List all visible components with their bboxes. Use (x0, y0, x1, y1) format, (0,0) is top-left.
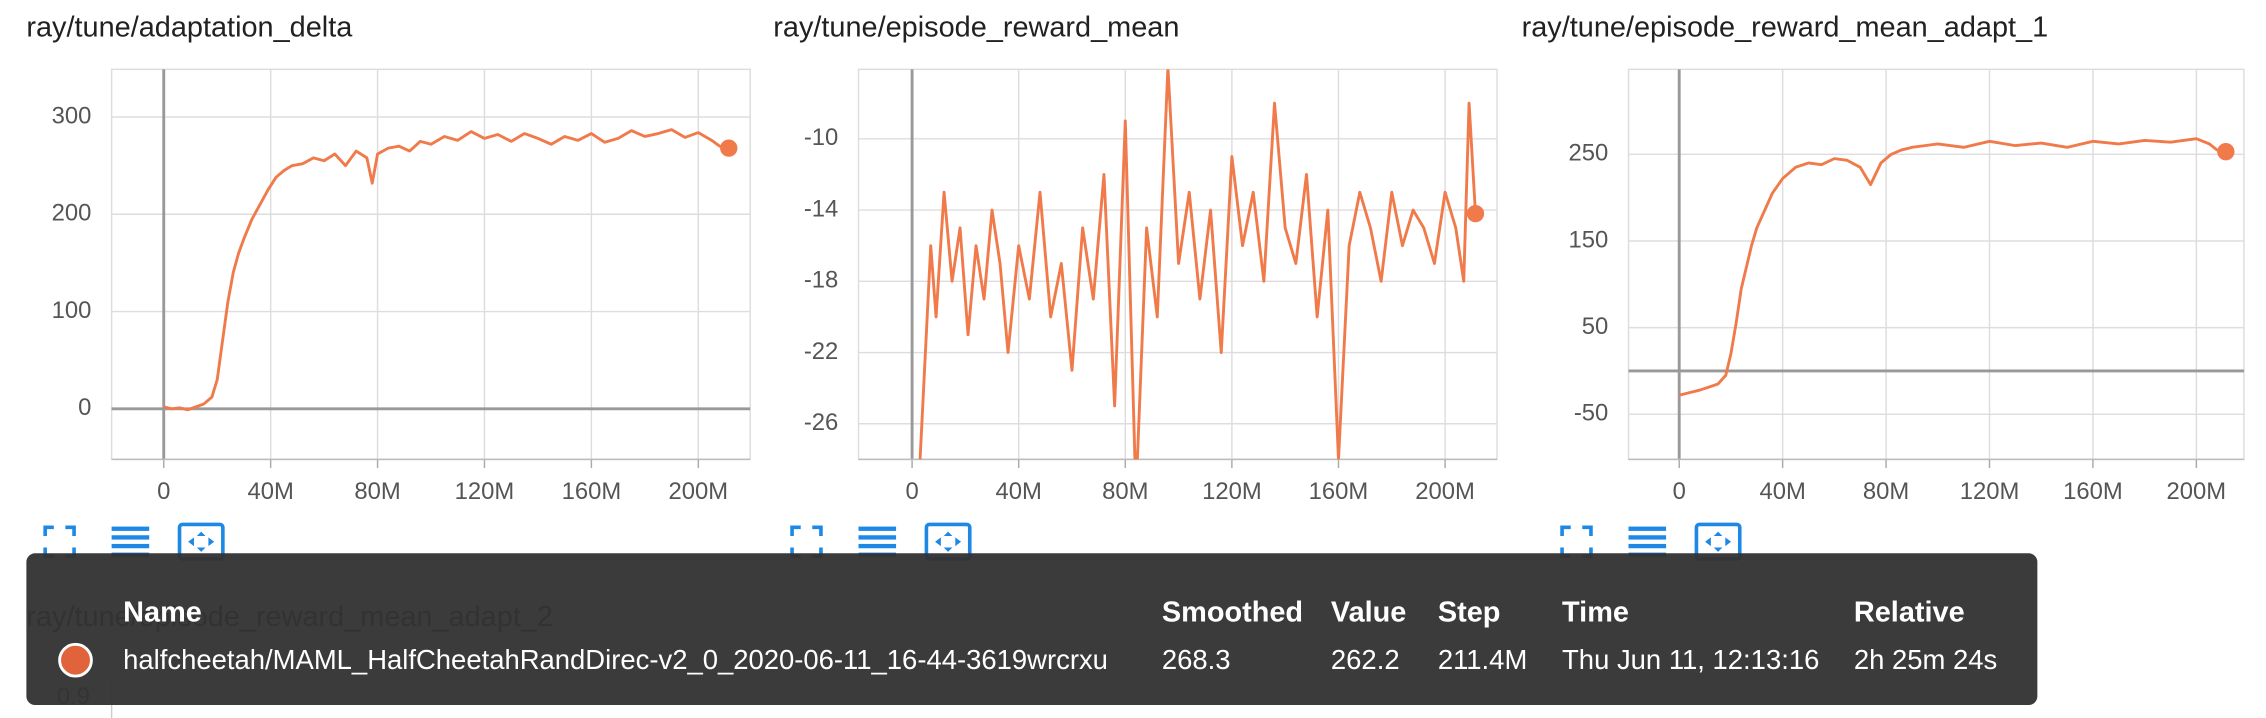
icon (790, 525, 823, 559)
data-button[interactable] (1628, 526, 1667, 557)
x-tick-label: 200M (669, 478, 729, 505)
icon (1628, 535, 1667, 540)
header: Name (123, 597, 202, 629)
x-tick-label: 0 (157, 478, 170, 505)
chart: ray/tune/episode_reward_mean_adapt_1 -50 5… (1522, 12, 2245, 561)
fullscreen-button[interactable] (1560, 525, 1593, 559)
x-tick-label: 120M (1960, 478, 2020, 505)
cell: 211.4M (1438, 644, 1527, 675)
header: Relative (1854, 597, 1965, 629)
charts: ray/tune/adaptation_delta 0 100 200 300 0 40M 8… (26, 12, 2245, 561)
chart-title: ray/tune/adaptation_delta (26, 12, 353, 44)
data-button[interactable] (858, 526, 897, 557)
x-tick-label: 40M (1759, 478, 1805, 505)
icon (935, 531, 962, 552)
chart: ray/tune/adaptation_delta 0 100 200 300 0 40M 8… (26, 12, 751, 561)
icon (858, 543, 897, 549)
y-tick-label: 50 (1582, 313, 1609, 340)
cell: Thu Jun 11, 12:13:16 (1562, 644, 1819, 675)
chart-title: ray/tune/episode_reward_mean_adapt_1 (1522, 12, 2049, 44)
y-tick-label: -22 (804, 338, 838, 365)
x-tick-label: 200M (2167, 478, 2227, 505)
x-tick-label: 120M (1202, 478, 1262, 505)
y-tick-label: 300 (52, 102, 92, 129)
y-tick-label: -14 (804, 195, 838, 222)
header: Step (1438, 597, 1501, 629)
icon (111, 535, 150, 540)
series-line (918, 69, 1477, 460)
x-tick-label: 40M (996, 478, 1042, 505)
icon (858, 535, 897, 540)
fullscreen-button[interactable] (43, 525, 76, 559)
series-swatch (58, 642, 93, 678)
icon (1705, 531, 1732, 552)
x-tick-label: 80M (354, 478, 400, 505)
chart-title: ray/tune/episode_reward_mean (773, 12, 1179, 44)
icon (1560, 525, 1593, 559)
tooltip-box (26, 553, 2038, 705)
x-tick-label: 0 (1673, 478, 1686, 505)
last-point (720, 139, 738, 157)
x-tick-label: 80M (1863, 478, 1909, 505)
last-point (2217, 143, 2235, 161)
chart: ray/tune/episode_reward_mean -26 -22 -18 -14… (773, 12, 1498, 561)
icon (1628, 543, 1667, 549)
last-point (1466, 204, 1485, 223)
cell: 262.2 (1331, 644, 1400, 675)
x-tick-label: 200M (1415, 478, 1475, 505)
cell: 268.3 (1162, 644, 1231, 675)
icon (111, 543, 150, 549)
series-line (163, 128, 730, 412)
y-tick-label: -18 (804, 267, 838, 294)
x-tick-label: 160M (1309, 478, 1369, 505)
plot-area (1627, 68, 2245, 461)
y-tick-label: 0 (78, 394, 91, 421)
y-tick-label: 100 (52, 297, 92, 324)
series-line (1678, 137, 2227, 397)
y-tick-label: -10 (804, 124, 838, 151)
icon (858, 526, 897, 531)
header: Value (1331, 597, 1406, 629)
header: Time (1562, 597, 1629, 629)
icon (43, 525, 76, 559)
y-tick-label: 250 (1569, 140, 1609, 167)
data-button[interactable] (111, 526, 150, 557)
y-tick-label: 200 (52, 200, 92, 227)
x-tick-label: 160M (2063, 478, 2123, 505)
icon (111, 526, 150, 531)
cell: halfcheetah/MAML_HalfCheetahRandDirec-v2… (123, 644, 1108, 675)
icon (1628, 526, 1667, 531)
y-tick-label: -50 (1574, 400, 1608, 427)
x-tick-label: 120M (455, 478, 515, 505)
y-tick-label: -26 (804, 409, 838, 436)
x-tick-label: 40M (247, 478, 293, 505)
x-tick-label: 0 (905, 478, 918, 505)
x-tick-label: 160M (562, 478, 622, 505)
icon (188, 531, 215, 552)
tooltip: Name Smoothed Value Step Time Relative h… (26, 553, 2038, 705)
fullscreen-button[interactable] (790, 525, 823, 559)
header: Smoothed (1162, 597, 1303, 629)
cell: 2h 25m 24s (1854, 644, 1997, 675)
x-tick-label: 80M (1102, 478, 1148, 505)
y-tick-label: 150 (1569, 226, 1609, 253)
